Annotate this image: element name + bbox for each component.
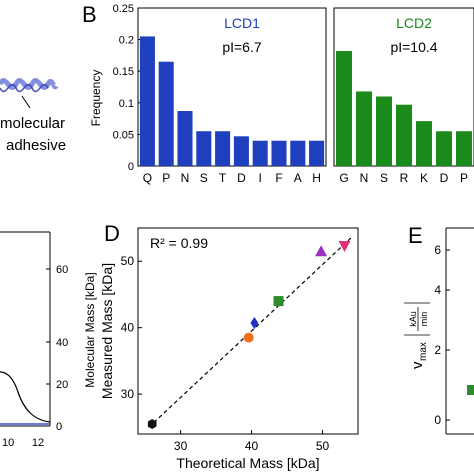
x-tick-label: 10 — [2, 437, 14, 449]
x-tick-label: R — [400, 171, 409, 185]
x-tick-label: 30 — [174, 439, 188, 453]
chart-b-right: G N S R K D P LCD2 pI=10.4 — [333, 7, 474, 185]
bar — [139, 36, 155, 166]
y-tick-label: 0.25 — [113, 3, 134, 15]
y-tick-label: 6 — [434, 243, 441, 257]
b-ylabel: Frequency — [89, 70, 103, 127]
fragment-a-line1: molecular — [0, 115, 65, 132]
bar — [336, 50, 352, 167]
y-tick-label: 2 — [434, 343, 441, 357]
fragment-a-line2: adhesive — [6, 137, 66, 154]
bar — [196, 131, 212, 166]
bar — [290, 140, 306, 166]
elution-trace — [0, 371, 51, 423]
x-tick-label: P — [460, 171, 468, 185]
bar — [436, 131, 452, 166]
bar — [252, 140, 268, 166]
panel-a-fragment: molecular adhesive — [0, 78, 66, 154]
panel-label-b: B — [82, 2, 97, 27]
bar — [376, 96, 392, 166]
y-tick-label: 0.2 — [119, 35, 134, 47]
data-point — [147, 419, 157, 430]
e-unit-den: min — [419, 312, 429, 327]
x-tick-label: G — [339, 171, 348, 185]
x-tick-label: N — [360, 171, 369, 185]
e-unit-num: kAu — [408, 311, 418, 327]
x-tick-label: D — [237, 171, 246, 185]
x-tick-label: I — [259, 171, 262, 185]
c-ylabel: Molecular Mass [kDa] — [83, 272, 97, 387]
y-tick-label: 4 — [434, 283, 441, 297]
bar — [271, 140, 287, 166]
plot-frame — [137, 7, 327, 167]
x-tick-label: Q — [143, 171, 152, 185]
y-tick-label: 0 — [56, 421, 62, 433]
bar — [177, 111, 193, 166]
x-tick-label: 12 — [32, 437, 44, 449]
data-point — [338, 240, 351, 252]
data-point — [250, 317, 259, 330]
chart-b-left: 0 0.05 0.1 0.15 0.2 0.25 Q P N S T D I F A H LCD1 pI=6.7 — [113, 3, 327, 185]
bar — [215, 131, 231, 166]
bar — [416, 121, 432, 166]
pi-annotation: pI=6.7 — [222, 39, 262, 55]
panel-c-fragment: 0 20 40 60 Molecular Mass [kDa] 10 12 — [0, 231, 97, 449]
bar — [233, 136, 249, 166]
chart-d: 30 40 50 30 40 50 Theoretical Mass [kDa] Measur… — [99, 227, 359, 471]
y-tick-label: 20 — [56, 379, 68, 391]
x-tick-label: 40 — [245, 439, 259, 453]
bar — [356, 91, 372, 166]
e-ylabel-sub: max — [418, 342, 429, 361]
plot-frame — [137, 227, 359, 435]
panel-label-d: D — [104, 221, 120, 246]
data-point — [243, 332, 254, 343]
panel-label-e: E — [408, 223, 423, 248]
fit-line — [148, 237, 352, 428]
data-point — [467, 385, 474, 395]
x-tick-label: N — [181, 171, 190, 185]
d-ylabel: Measured Mass [kDa] — [99, 263, 115, 399]
x-tick-label: A — [294, 171, 302, 185]
y-tick-label: 0 — [128, 161, 134, 173]
x-tick-label: H — [312, 171, 321, 185]
pi-annotation: pI=10.4 — [390, 39, 437, 55]
protein-helix-icon — [0, 78, 59, 109]
data-point — [273, 296, 284, 307]
y-tick-label: 0 — [434, 413, 441, 427]
y-tick-label: 40 — [56, 337, 68, 349]
d-xlabel: Theoretical Mass [kDa] — [176, 455, 319, 471]
x-tick-label: D — [440, 171, 449, 185]
y-tick-label: 0.05 — [113, 129, 134, 141]
x-tick-label: 50 — [316, 439, 330, 453]
y-tick-label: 40 — [121, 321, 135, 335]
x-tick-label: S — [380, 171, 388, 185]
y-tick-label: 30 — [121, 387, 135, 401]
x-tick-label: T — [219, 171, 227, 185]
bar — [396, 104, 412, 166]
e-ylabel-main: v — [409, 361, 426, 369]
x-tick-label: S — [200, 171, 208, 185]
y-tick-label: 60 — [56, 264, 68, 276]
x-tick-label: F — [275, 171, 282, 185]
y-tick-label: 0.15 — [113, 66, 134, 78]
data-point — [315, 245, 328, 257]
y-tick-label: 50 — [121, 254, 135, 268]
y-tick-label: 0.1 — [119, 98, 134, 110]
x-tick-label: K — [420, 171, 428, 185]
r2-annotation: R² = 0.99 — [150, 235, 208, 251]
bar — [158, 61, 174, 166]
bar — [309, 140, 325, 166]
x-tick-label: P — [162, 171, 170, 185]
bar — [456, 131, 472, 166]
chart-title: LCD1 — [224, 15, 260, 31]
chart-title: LCD2 — [396, 15, 432, 31]
